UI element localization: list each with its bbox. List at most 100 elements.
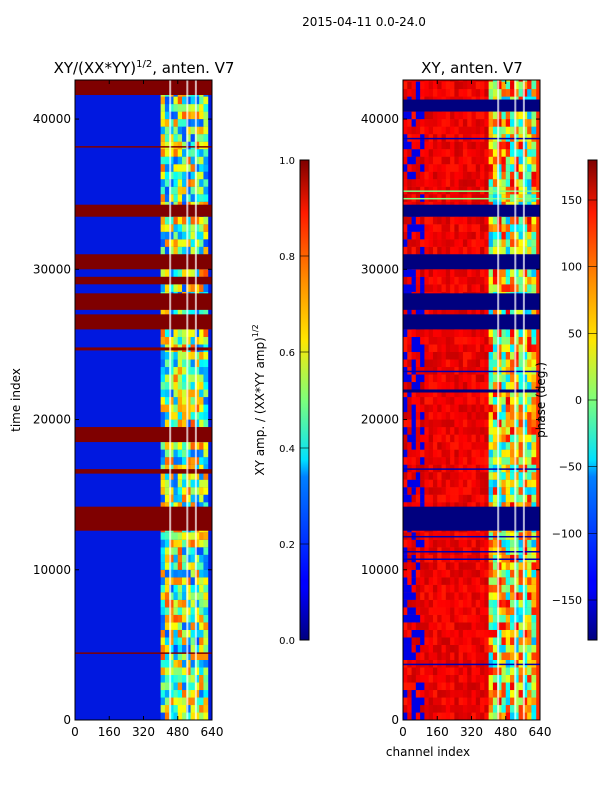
- heatmap-cell: [514, 569, 520, 578]
- heatmap-cell: [501, 644, 507, 653]
- heatmap-cell: [492, 569, 498, 578]
- heatmap-cell: [531, 171, 537, 180]
- heatmap-cell: [424, 644, 430, 653]
- heatmap-cell: [510, 697, 515, 706]
- right-heatmap: [403, 80, 540, 720]
- heatmap-cell: [522, 149, 528, 157]
- heatmap-cell: [501, 374, 507, 383]
- heatmap-cell: [531, 562, 537, 570]
- heatmap-cell: [467, 419, 472, 428]
- heatmap-cell: [518, 336, 524, 345]
- heatmap-cell: [484, 502, 490, 510]
- heatmap-cell: [190, 366, 196, 375]
- heatmap-cell: [186, 622, 192, 630]
- heatmap-cell: [194, 457, 200, 465]
- heatmap-cell: [527, 539, 532, 548]
- heatmap-cell: [454, 704, 460, 713]
- heatmap-cell: [458, 141, 464, 150]
- heatmap-cell: [501, 689, 507, 698]
- heatmap-cell: [177, 584, 183, 593]
- heatmap-cell: [471, 284, 477, 292]
- heatmap-cell: [518, 449, 524, 458]
- heatmap-cell: [428, 381, 434, 390]
- heatmap-cell: [480, 231, 485, 240]
- heatmap-cell: [190, 449, 196, 458]
- heatmap-cell: [420, 149, 425, 157]
- heatmap-cell: [173, 472, 179, 480]
- heatmap-cell: [428, 569, 434, 578]
- heatmap-cell: [194, 622, 200, 630]
- heatmap-cell: [471, 374, 477, 383]
- heatmap-cell: [432, 419, 438, 428]
- heatmap-cell: [510, 111, 515, 120]
- y-tick-label: 30000: [33, 262, 71, 276]
- heatmap-cell: [488, 111, 494, 120]
- heatmap-cell: [497, 629, 502, 638]
- heatmap-cell: [441, 682, 447, 691]
- heatmap-cell: [501, 449, 507, 458]
- heatmap-cell: [194, 216, 200, 225]
- heatmap-cell: [458, 389, 464, 398]
- heatmap-cell: [173, 179, 179, 187]
- heatmap-cell: [190, 96, 196, 105]
- heatmap-cell: [164, 396, 170, 405]
- heatmap-cell: [173, 374, 179, 383]
- heatmap-cell: [450, 389, 455, 398]
- heatmap-cell: [480, 644, 485, 653]
- heatmap-cell: [518, 269, 524, 277]
- heatmap-cell: [164, 607, 170, 615]
- heatmap-cell: [510, 449, 515, 458]
- heatmap-cell: [501, 419, 507, 428]
- heatmap-cell: [462, 329, 468, 337]
- heatmap-cell: [203, 607, 209, 615]
- heatmap-cell: [160, 667, 166, 676]
- heatmap-cell: [484, 81, 490, 90]
- heatmap-cell: [492, 381, 498, 390]
- heatmap-cell: [480, 80, 485, 82]
- heatmap-cell: [407, 412, 413, 420]
- heatmap-cell: [177, 374, 183, 383]
- heatmap-cell: [407, 674, 413, 683]
- heatmap-cell: [475, 652, 481, 660]
- heatmap-cell: [475, 374, 481, 383]
- heatmap-cell: [203, 404, 209, 413]
- heatmap-cell: [445, 374, 451, 383]
- heatmap-cell: [203, 599, 209, 608]
- heatmap-cell: [467, 389, 472, 398]
- heatmap-cell: [475, 164, 481, 172]
- heatmap-cell: [514, 629, 520, 638]
- heatmap-cell: [411, 344, 417, 353]
- heatmap-cell: [428, 637, 434, 645]
- heatmap-cell: [177, 412, 183, 420]
- heatmap-cell: [454, 539, 460, 548]
- heatmap-cell: [190, 374, 196, 383]
- heatmap-cell: [173, 697, 179, 706]
- heatmap-cell: [169, 629, 174, 638]
- heatmap-cell: [475, 539, 481, 548]
- heatmap-cell: [420, 111, 425, 120]
- heatmap-cell: [531, 434, 537, 443]
- heatmap-cell: [492, 359, 498, 368]
- heatmap-cell: [407, 644, 413, 653]
- heatmap-cell: [194, 547, 200, 555]
- heatmap-cell: [190, 697, 196, 706]
- heatmap-cell: [458, 674, 464, 683]
- heatmap-cell: [415, 306, 421, 315]
- heatmap-cell: [186, 659, 192, 668]
- heatmap-cell: [420, 389, 425, 398]
- heatmap-cell: [182, 532, 187, 540]
- heatmap-cell: [203, 329, 209, 337]
- heatmap-cell: [527, 457, 532, 465]
- heatmap-cell: [428, 156, 434, 165]
- heatmap-cell: [194, 246, 200, 255]
- heatmap-cell: [475, 89, 481, 97]
- heatmap-cell: [475, 667, 481, 676]
- heatmap-cell: [458, 149, 464, 157]
- heatmap-cell: [467, 141, 472, 150]
- heatmap-cell: [420, 329, 425, 337]
- heatmap-cell: [424, 239, 430, 247]
- heatmap-cell: [169, 554, 174, 563]
- heatmap-cell: [505, 697, 511, 706]
- heatmap-cell: [510, 599, 515, 608]
- suptitle: 2015-04-11 0.0-24.0: [302, 15, 426, 29]
